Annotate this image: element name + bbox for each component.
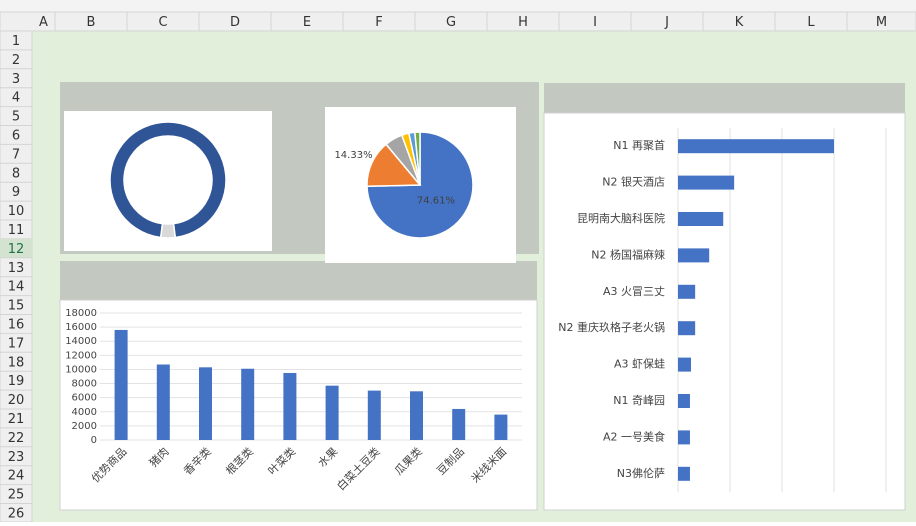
- y-tick-label: N1 奇峰园: [613, 394, 665, 407]
- bar: [452, 408, 466, 440]
- row-header: 23: [8, 450, 25, 465]
- row-header: 25: [8, 488, 25, 503]
- pie-slice: [413, 131, 421, 186]
- bar: [367, 390, 381, 440]
- y-tick-label: 8000: [72, 379, 97, 390]
- column-header: K: [735, 15, 744, 30]
- row-header: 10: [8, 204, 25, 219]
- row-header: 22: [8, 431, 25, 446]
- y-tick-label: 12000: [65, 350, 97, 361]
- row-header: 1: [12, 34, 20, 49]
- data-label: 14.33%: [334, 150, 372, 161]
- bar: [241, 368, 255, 440]
- row-header: 24: [8, 469, 25, 484]
- y-tick-label: 4000: [72, 407, 97, 418]
- y-tick-label: 16000: [65, 322, 97, 333]
- row-header: 21: [8, 412, 25, 427]
- column-header: A: [39, 15, 48, 30]
- column-header: D: [230, 15, 240, 30]
- row-header: 18: [8, 355, 25, 370]
- column-header: E: [303, 15, 311, 30]
- row-header: 14: [8, 280, 25, 295]
- donut-segment: [159, 222, 177, 239]
- y-tick-label: N2 银天酒店: [602, 175, 665, 189]
- panel-header: [544, 83, 905, 113]
- bar: [494, 414, 508, 440]
- y-tick-label: N2 杨国福麻辣: [591, 247, 665, 261]
- bar: [283, 372, 297, 440]
- column-header: G: [446, 15, 456, 30]
- bar: [678, 357, 691, 372]
- row-header: 4: [12, 91, 20, 106]
- y-tick-label: N2 重庆玖格子老火锅: [558, 320, 665, 334]
- column-header: H: [518, 15, 528, 30]
- y-tick-label: N1 再聚首: [613, 138, 665, 152]
- row-header: 7: [12, 147, 20, 162]
- y-tick-label: 昆明南大脑科医院: [577, 211, 665, 225]
- column-header-bar: [0, 11, 916, 32]
- data-label: 74.61%: [417, 196, 455, 207]
- y-tick-label: A3 虾保蛙: [614, 357, 665, 371]
- bar: [678, 466, 690, 481]
- donut-segment: [109, 121, 227, 239]
- bar: [678, 139, 834, 154]
- bar-chart-area: [59, 299, 538, 511]
- y-tick-label: A2 一号美食: [603, 429, 665, 443]
- bar: [678, 321, 696, 336]
- row-header: 9: [12, 185, 20, 200]
- panel-header: [60, 261, 537, 301]
- y-tick-label: N3佛伦萨: [617, 466, 665, 480]
- row-header: 5: [12, 110, 20, 125]
- selected-row-header: [0, 238, 32, 258]
- pie-slice: [366, 131, 474, 239]
- y-tick-label: 2000: [72, 421, 97, 432]
- bar: [325, 385, 339, 440]
- row-header: 19: [8, 374, 25, 389]
- bar: [678, 430, 690, 445]
- hbar-chart-area: [543, 112, 906, 511]
- bar: [156, 364, 170, 440]
- bar: [678, 394, 690, 408]
- row-header: 8: [12, 166, 20, 181]
- y-tick-label: 18000: [65, 308, 97, 319]
- bar: [678, 284, 696, 299]
- row-header: 13: [8, 261, 25, 276]
- row-header: 3: [12, 72, 20, 87]
- bar: [678, 175, 735, 190]
- y-tick-label: 14000: [65, 336, 97, 347]
- bar: [199, 367, 212, 440]
- y-tick-label: 0: [91, 435, 97, 446]
- column-header: J: [664, 15, 669, 30]
- bar: [678, 248, 710, 263]
- bar: [410, 391, 423, 440]
- column-header: B: [87, 15, 96, 30]
- bar: [114, 329, 128, 440]
- y-tick-label: A3 火冒三丈: [603, 285, 665, 298]
- column-header: F: [375, 15, 382, 30]
- row-header: 17: [8, 336, 25, 351]
- column-header: C: [158, 15, 167, 30]
- y-tick-label: 6000: [72, 393, 97, 404]
- row-header: 16: [8, 317, 25, 332]
- tab-strip: [0, 0, 916, 12]
- column-header: L: [807, 15, 815, 30]
- row-header: 26: [8, 506, 25, 521]
- row-header: 6: [12, 128, 20, 143]
- bar: [678, 212, 724, 226]
- y-tick-label: 10000: [65, 364, 97, 375]
- row-header: 2: [12, 53, 20, 68]
- row-header: 15: [8, 299, 25, 314]
- row-header: 20: [8, 393, 25, 408]
- column-header: M: [876, 15, 887, 30]
- row-header: 11: [8, 223, 25, 238]
- row-header: 12: [8, 242, 25, 257]
- column-header: I: [593, 15, 597, 30]
